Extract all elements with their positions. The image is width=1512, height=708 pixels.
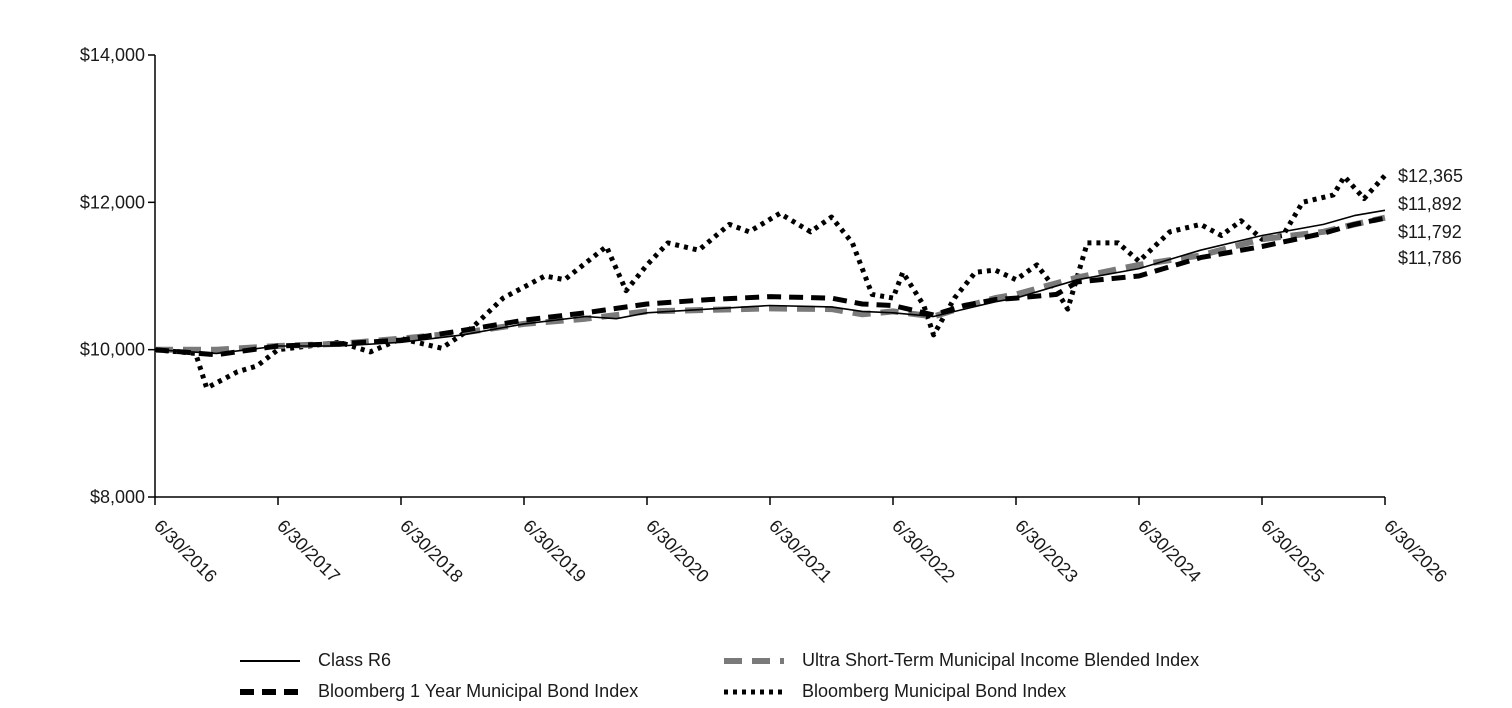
- x-tick-label: 6/30/2021: [765, 516, 836, 587]
- series-line-ultra-short-term-municipal-income-blended-index: [155, 214, 1386, 353]
- x-tick-label: 6/30/2018: [396, 516, 467, 587]
- end-value-label: $11,786: [1398, 248, 1462, 268]
- series-line-bloomberg-1-year-municipal-bond-index: [154, 215, 1386, 358]
- y-tick-label: $14,000: [80, 45, 145, 65]
- x-tick-label: 6/30/2020: [642, 516, 713, 587]
- series-line-bloomberg-municipal-bond-index: [154, 173, 1387, 391]
- x-tick-label: 6/30/2024: [1134, 516, 1205, 587]
- axes: $8,000 $10,000 $12,000 $14,000 6/30/2016 6/30…: [80, 45, 1451, 586]
- labels-layer: $12,365 $11,892 $11,792 $11,786: [1398, 166, 1463, 268]
- x-tick-label: 6/30/2022: [888, 516, 959, 587]
- y-tick-label: $10,000: [80, 340, 145, 360]
- x-tick-label: 6/30/2016: [150, 516, 221, 587]
- x-tick-label: 6/30/2026: [1380, 516, 1451, 587]
- series-line-class-r6: [154, 209, 1386, 355]
- end-value-label: $11,892: [1398, 194, 1462, 214]
- series-layer: [154, 173, 1387, 391]
- x-tick-label: 6/30/2025: [1257, 516, 1328, 587]
- x-tick-label: 6/30/2023: [1011, 516, 1082, 587]
- end-value-label: $12,365: [1398, 166, 1463, 186]
- y-tick-label: $12,000: [80, 192, 145, 212]
- end-value-label: $11,792: [1398, 222, 1462, 242]
- y-tick-label: $8,000: [90, 487, 145, 507]
- x-tick-label: 6/30/2017: [273, 516, 344, 587]
- x-tick-label: 6/30/2019: [519, 516, 590, 587]
